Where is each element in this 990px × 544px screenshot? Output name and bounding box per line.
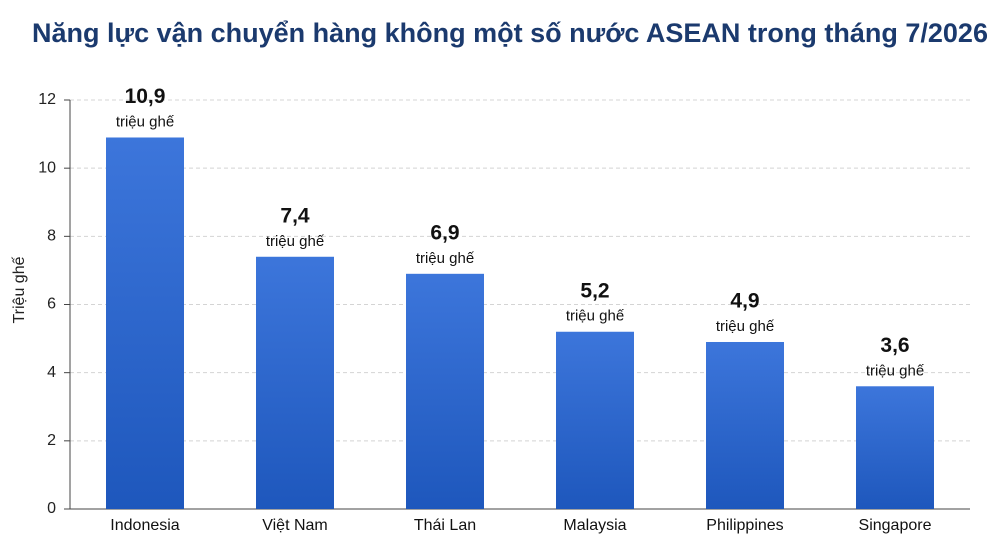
bar-shade [556,331,634,509]
chart-title: Năng lực vận chuyển hàng không một số nư… [32,18,988,48]
value-unit: triệu ghế [716,318,775,335]
y-axis-label: Triệu ghế [11,256,28,323]
x-tick-label: Indonesia [110,517,179,534]
y-tick-label: 6 [47,296,56,313]
value-unit: triệu ghế [266,233,325,250]
bar-shade [856,386,934,509]
y-tick-label: 0 [47,500,56,517]
y-tick-label: 12 [38,91,56,108]
value-unit: triệu ghế [566,308,625,325]
x-tick-label: Việt Nam [262,517,328,534]
value-label: 4,9 [730,290,759,313]
value-unit: triệu ghế [116,113,175,130]
bar-shade [256,256,334,509]
bar-shade [406,273,484,509]
y-tick-label: 8 [47,228,56,245]
y-tick-label: 10 [38,159,56,176]
bar-shade [106,137,184,509]
x-tick-label: Malaysia [563,517,626,534]
bar-shade [706,341,784,509]
value-label: 10,9 [125,85,166,108]
value-label: 7,4 [280,204,310,227]
x-tick-label: Singapore [859,517,932,534]
y-tick-label: 2 [47,432,56,449]
value-label: 3,6 [880,334,909,357]
x-tick-label: Thái Lan [414,517,476,534]
y-tick-label: 4 [47,364,56,381]
value-label: 6,9 [430,221,459,244]
x-tick-label: Philippines [706,517,783,534]
value-label: 5,2 [580,279,609,302]
value-unit: triệu ghế [866,362,925,379]
value-unit: triệu ghế [416,250,475,267]
